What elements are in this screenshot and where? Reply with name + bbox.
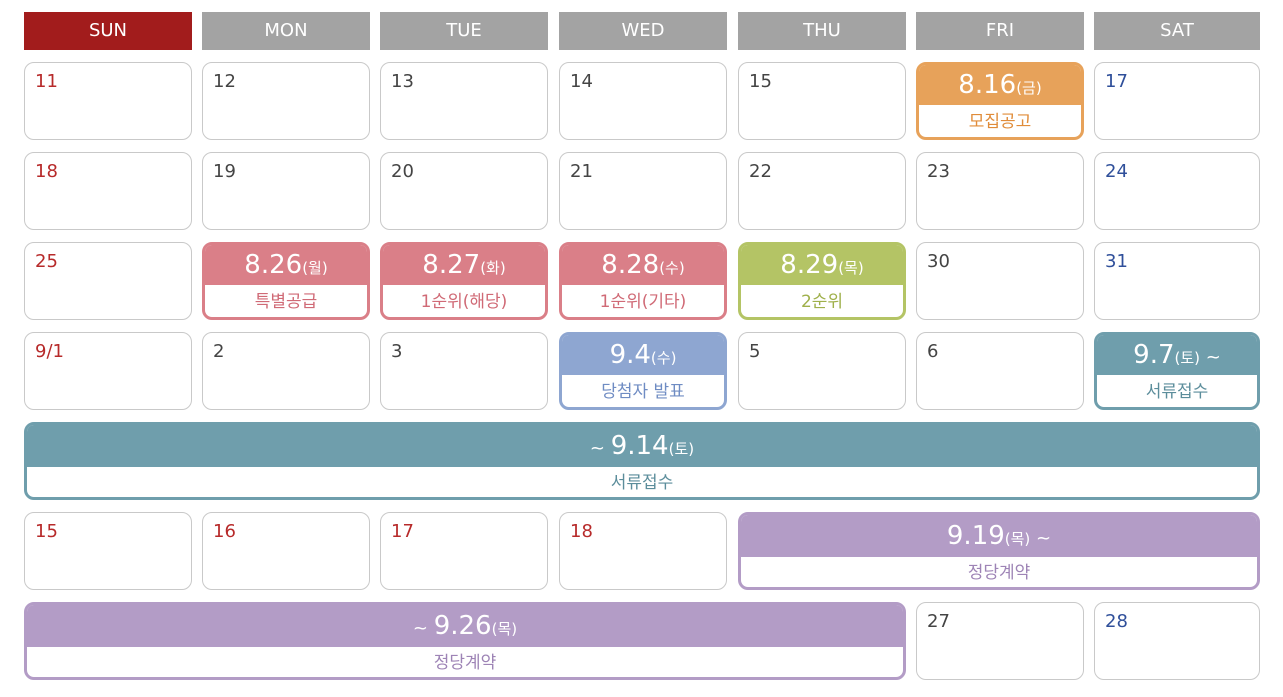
event-date: 9.4(수) bbox=[562, 335, 724, 375]
day-cell: 3 bbox=[380, 332, 548, 410]
event-recruit-notice: 8.16(금) 모집공고 bbox=[916, 62, 1084, 140]
day-cell: 17 bbox=[380, 512, 548, 590]
day-cell: 25 bbox=[24, 242, 192, 320]
day-cell: 14 bbox=[559, 62, 727, 140]
event-special-supply: 8.26(월) 특별공급 bbox=[202, 242, 370, 320]
day-number: 14 bbox=[570, 71, 593, 92]
event-label: 1순위(기타) bbox=[599, 292, 687, 312]
weekday-sat: SAT bbox=[1094, 12, 1260, 50]
event-contract-start: 9.19(목) ~ 정당계약 bbox=[738, 512, 1260, 590]
event-contract-end: ~ 9.26(목) 정당계약 bbox=[24, 602, 906, 680]
day-cell: 27 bbox=[916, 602, 1084, 680]
day-cell: 31 bbox=[1094, 242, 1260, 320]
day-cell: 5 bbox=[738, 332, 906, 410]
day-cell: 15 bbox=[24, 512, 192, 590]
day-number: 15 bbox=[749, 71, 772, 92]
day-number: 3 bbox=[391, 341, 403, 362]
day-number: 6 bbox=[927, 341, 939, 362]
day-number: 27 bbox=[927, 611, 950, 632]
day-cell: 24 bbox=[1094, 152, 1260, 230]
day-cell: 28 bbox=[1094, 602, 1260, 680]
event-first-rank-other: 8.28(수) 1순위(기타) bbox=[559, 242, 727, 320]
day-number: 25 bbox=[35, 251, 58, 272]
event-docs-end: ~ 9.14(토) 서류접수 bbox=[24, 422, 1260, 500]
day-cell: 19 bbox=[202, 152, 370, 230]
event-label: 모집공고 bbox=[968, 112, 1032, 132]
day-cell: 13 bbox=[380, 62, 548, 140]
weekday-fri: FRI bbox=[916, 12, 1084, 50]
event-date: ~ 9.26(목) bbox=[27, 605, 903, 647]
event-label: 당첨자 발표 bbox=[601, 382, 685, 402]
event-label: 1순위(해당) bbox=[420, 292, 508, 312]
event-label: 서류접수 bbox=[1145, 382, 1209, 402]
day-number: 15 bbox=[35, 521, 58, 542]
weekday-tue: TUE bbox=[380, 12, 548, 50]
day-cell: 30 bbox=[916, 242, 1084, 320]
day-number: 2 bbox=[213, 341, 225, 362]
day-number: 11 bbox=[35, 71, 58, 92]
event-winner-announcement: 9.4(수) 당첨자 발표 bbox=[559, 332, 727, 410]
day-number: 13 bbox=[391, 71, 414, 92]
day-number: 9/1 bbox=[35, 341, 64, 362]
weekday-wed: WED bbox=[559, 12, 727, 50]
day-cell: 9/1 bbox=[24, 332, 192, 410]
day-cell: 23 bbox=[916, 152, 1084, 230]
event-date: 8.27(화) bbox=[383, 245, 545, 285]
day-number: 12 bbox=[213, 71, 236, 92]
day-number: 19 bbox=[213, 161, 236, 182]
weekday-thu: THU bbox=[738, 12, 906, 50]
day-number: 30 bbox=[927, 251, 950, 272]
day-number: 31 bbox=[1105, 251, 1128, 272]
day-number: 23 bbox=[927, 161, 950, 182]
event-docs-start: 9.7(토) ~ 서류접수 bbox=[1094, 332, 1260, 410]
event-label: 2순위 bbox=[800, 292, 844, 312]
day-number: 17 bbox=[391, 521, 414, 542]
day-number: 5 bbox=[749, 341, 761, 362]
day-number: 22 bbox=[749, 161, 772, 182]
day-cell: 22 bbox=[738, 152, 906, 230]
event-label: 특별공급 bbox=[254, 292, 318, 312]
day-number: 17 bbox=[1105, 71, 1128, 92]
day-cell: 11 bbox=[24, 62, 192, 140]
day-number: 18 bbox=[570, 521, 593, 542]
event-first-rank-local: 8.27(화) 1순위(해당) bbox=[380, 242, 548, 320]
day-cell: 6 bbox=[916, 332, 1084, 410]
event-label: 정당계약 bbox=[433, 653, 497, 673]
day-cell: 17 bbox=[1094, 62, 1260, 140]
event-date: 8.26(월) bbox=[205, 245, 367, 285]
day-cell: 12 bbox=[202, 62, 370, 140]
day-cell: 18 bbox=[24, 152, 192, 230]
event-label: 정당계약 bbox=[967, 563, 1031, 583]
day-cell: 15 bbox=[738, 62, 906, 140]
day-number: 24 bbox=[1105, 161, 1128, 182]
day-number: 21 bbox=[570, 161, 593, 182]
event-label: 서류접수 bbox=[610, 473, 674, 493]
day-cell: 18 bbox=[559, 512, 727, 590]
day-cell: 16 bbox=[202, 512, 370, 590]
day-number: 20 bbox=[391, 161, 414, 182]
day-number: 28 bbox=[1105, 611, 1128, 632]
weekday-sun: SUN bbox=[24, 12, 192, 50]
event-date: 8.16(금) bbox=[919, 65, 1081, 105]
day-number: 16 bbox=[213, 521, 236, 542]
event-second-rank: 8.29(목) 2순위 bbox=[738, 242, 906, 320]
day-cell: 2 bbox=[202, 332, 370, 410]
day-cell: 20 bbox=[380, 152, 548, 230]
day-number: 18 bbox=[35, 161, 58, 182]
day-cell: 21 bbox=[559, 152, 727, 230]
event-date: 9.7(토) ~ bbox=[1097, 335, 1257, 375]
event-date: 8.29(목) bbox=[741, 245, 903, 285]
event-date: 9.19(목) ~ bbox=[741, 515, 1257, 557]
weekday-mon: MON bbox=[202, 12, 370, 50]
event-date: 8.28(수) bbox=[562, 245, 724, 285]
event-date: ~ 9.14(토) bbox=[27, 425, 1257, 467]
